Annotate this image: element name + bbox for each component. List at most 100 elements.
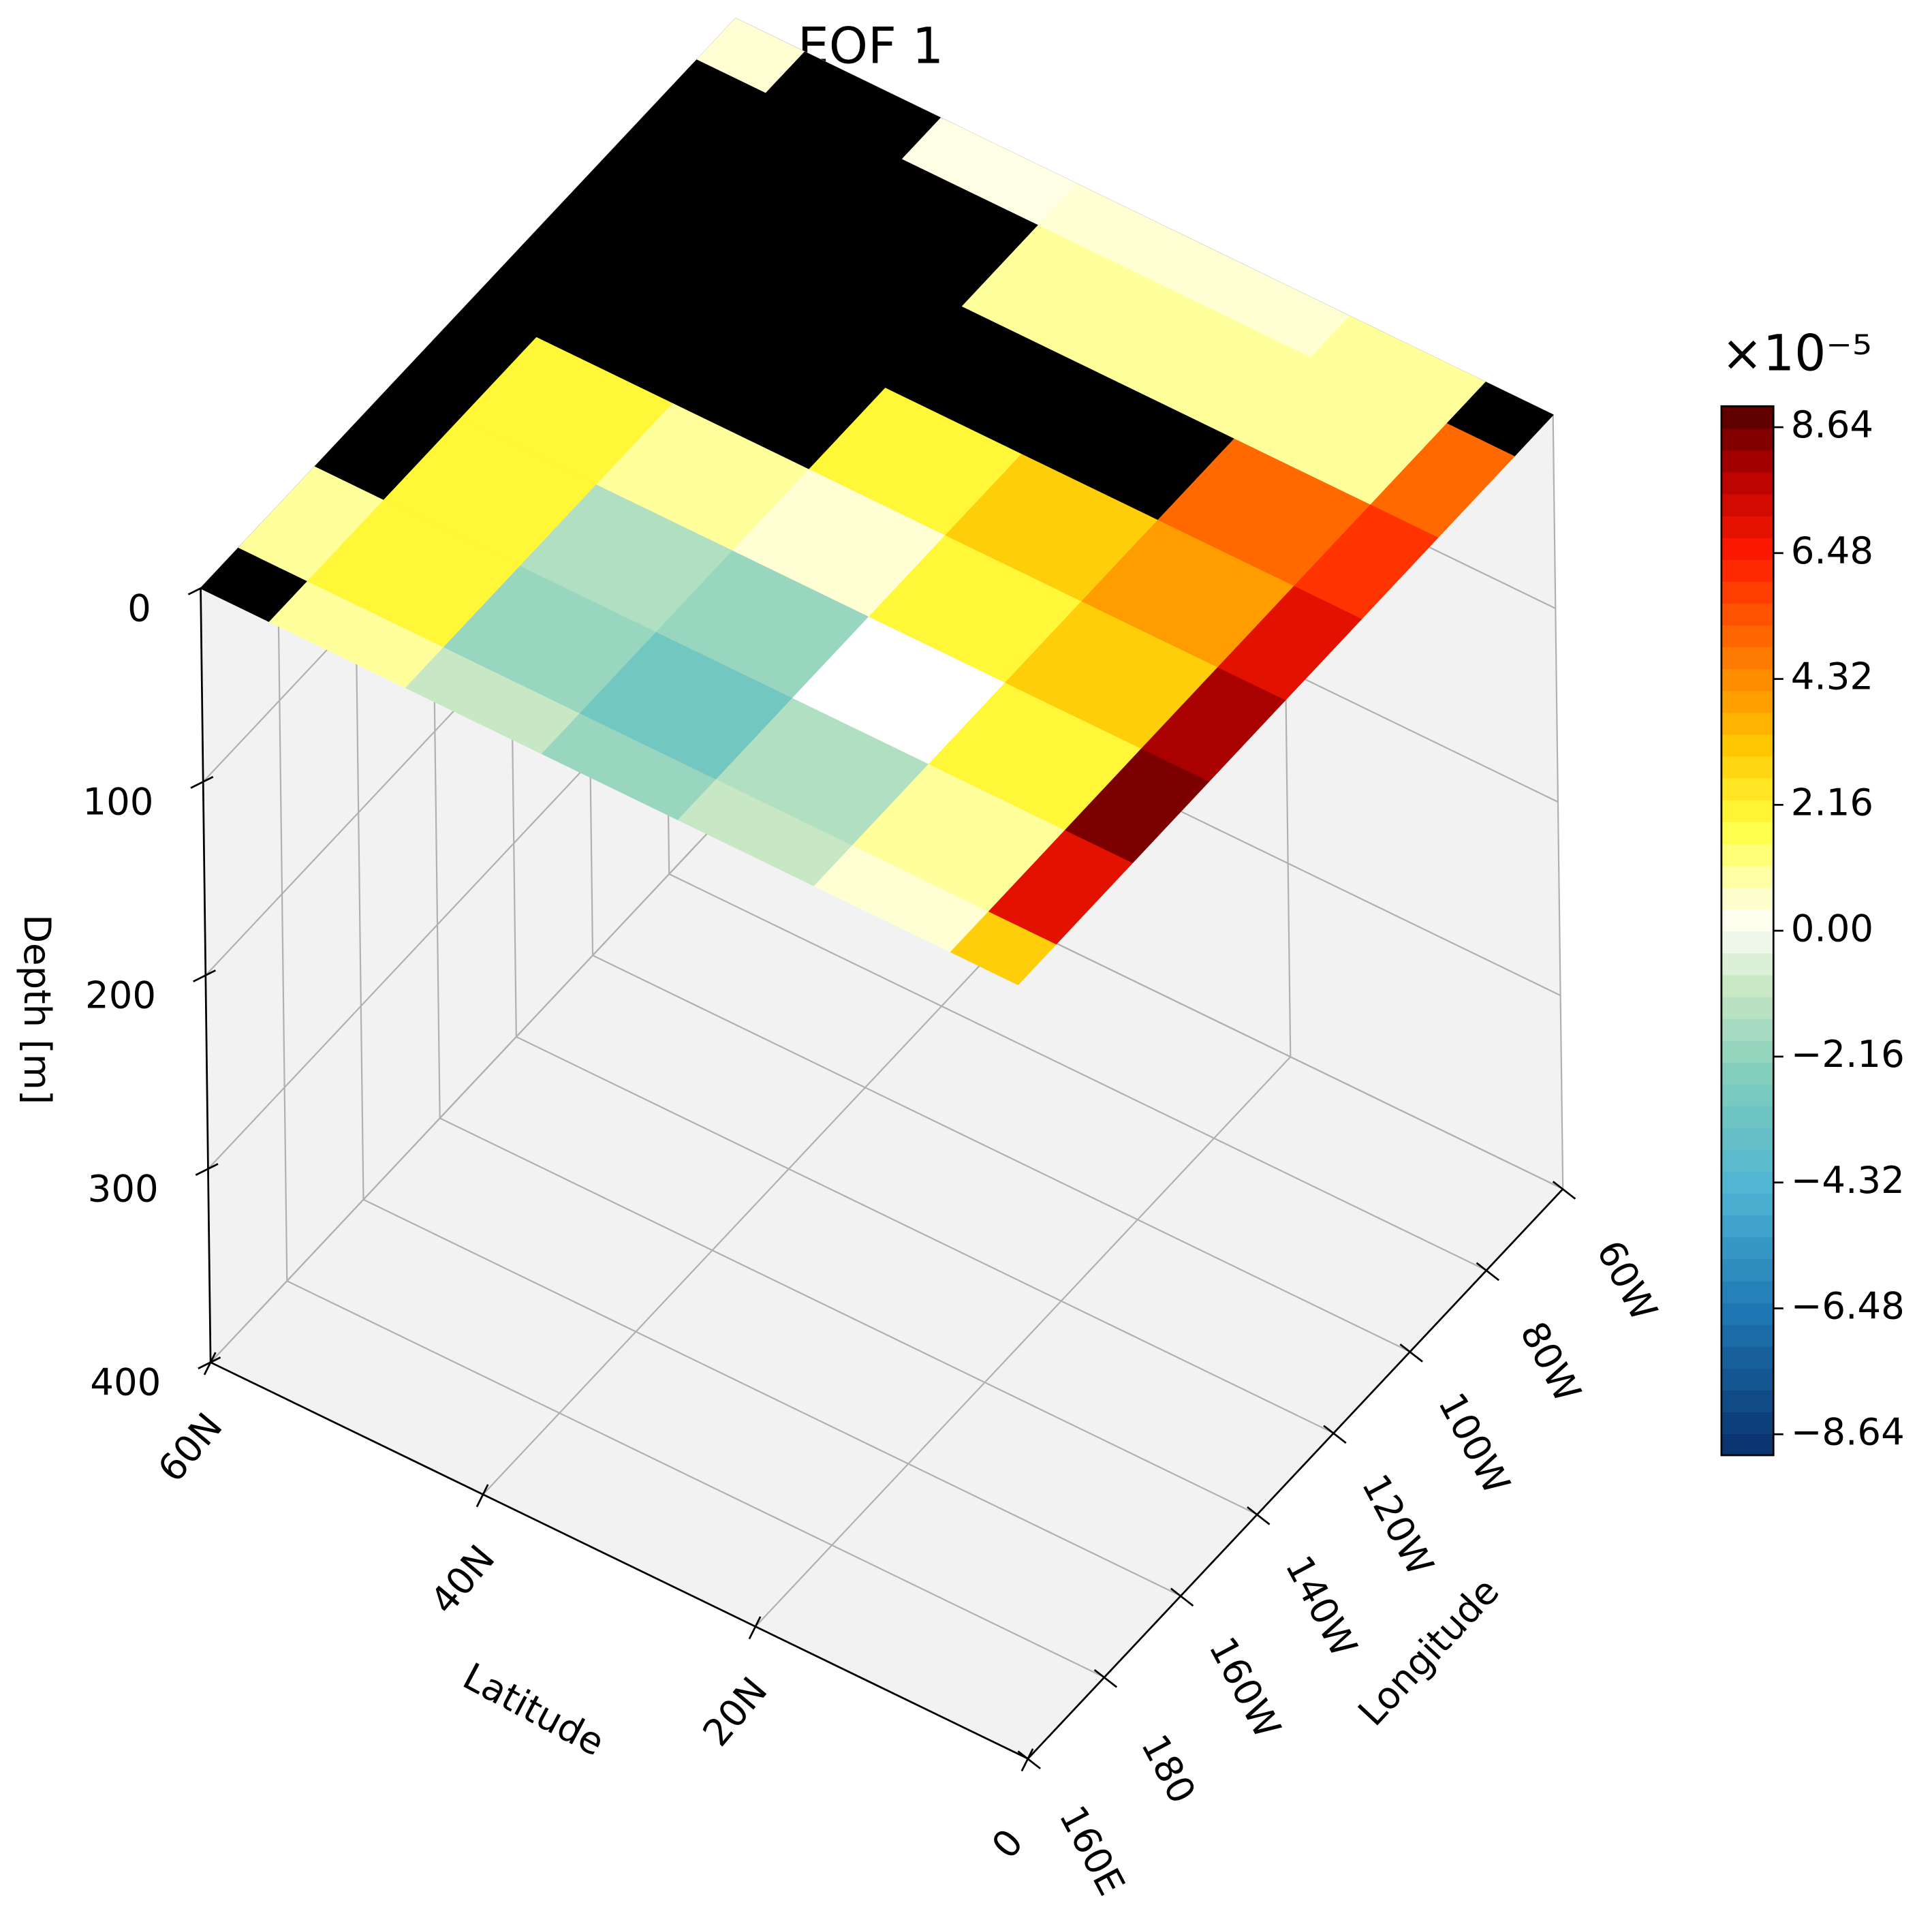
colorbar-band — [1721, 428, 1774, 451]
colorbar-band — [1721, 1018, 1774, 1041]
colorbar-band — [1721, 1083, 1774, 1106]
colorbar-tick-label: 8.64 — [1791, 403, 1873, 446]
colorbar-band — [1721, 1171, 1774, 1194]
tick-mark — [1093, 1668, 1118, 1688]
lon-tick-label: 100W — [1430, 1386, 1519, 1502]
lon-tick-label: 180 — [1133, 1727, 1204, 1810]
colorbar-band — [1721, 1389, 1774, 1412]
colorbar-band — [1721, 1367, 1774, 1390]
colorbar-band — [1721, 450, 1774, 473]
colorbar-band — [1721, 668, 1774, 692]
colorbar-band — [1721, 690, 1774, 713]
tick-mark — [190, 776, 214, 789]
grid-line — [362, 1198, 1181, 1597]
colorbar-band — [1721, 909, 1774, 932]
grid-line — [592, 954, 1411, 1353]
lat-tick-label: 60N — [149, 1405, 231, 1491]
colorbar-band — [1721, 843, 1774, 866]
colorbar-band — [1721, 1411, 1774, 1435]
lat-tick-label: 20N — [694, 1668, 776, 1754]
tick-mark — [476, 1484, 489, 1508]
colorbar-tick-label: 6.48 — [1791, 529, 1873, 572]
lon-tick-label: 160E — [1050, 1799, 1134, 1902]
colorbar-band — [1721, 1105, 1774, 1128]
colorbar-tick-label: −2.16 — [1791, 1032, 1905, 1076]
tick-mark — [193, 969, 216, 982]
tick-mark — [1476, 1262, 1500, 1281]
grid-line — [210, 792, 747, 1363]
colorbar-band — [1721, 777, 1774, 801]
lon-tick-label: 160W — [1200, 1630, 1290, 1745]
colorbar-tick-label: −6.48 — [1791, 1284, 1905, 1328]
colorbar-band — [1721, 493, 1774, 516]
colorbar-band — [1721, 1237, 1774, 1260]
colorbar-tick-label: 2.16 — [1791, 780, 1873, 824]
axis-line — [1027, 1188, 1564, 1760]
colorbar-band — [1721, 865, 1774, 888]
grid-line — [482, 924, 1019, 1495]
colorbar-band — [1721, 515, 1774, 538]
colorbar-band — [1721, 996, 1774, 1019]
colorbar-band — [1721, 1346, 1774, 1369]
tick-mark — [1020, 1748, 1034, 1772]
tick-mark — [203, 1352, 217, 1376]
grid-line — [439, 1117, 1258, 1515]
colorbar-band — [1721, 647, 1774, 670]
tick-mark — [187, 582, 211, 595]
tick-mark — [1247, 1506, 1271, 1525]
colorbar-band — [1721, 406, 1774, 429]
colorbar-band — [1721, 931, 1774, 954]
colorbar-band — [1721, 1324, 1774, 1347]
lon-tick-label: 120W — [1354, 1467, 1443, 1583]
colorbar-band — [1721, 756, 1774, 779]
grid-line — [668, 873, 1487, 1271]
colorbar-band — [1721, 712, 1774, 735]
colorbar-tick-label: 4.32 — [1791, 655, 1873, 698]
colorbar-band — [1721, 1215, 1774, 1238]
grid-line — [286, 1280, 1105, 1678]
colorbar-band — [1721, 886, 1774, 910]
colorbar-band — [1721, 1193, 1774, 1216]
colorbar-band — [1721, 952, 1774, 976]
tick-mark — [748, 1616, 762, 1640]
grid-line — [516, 1036, 1335, 1434]
colorbar-band — [1721, 799, 1774, 822]
colorbar-band — [1721, 602, 1774, 626]
colorbar-band — [1721, 471, 1774, 495]
y-axis-label: Longitude — [1350, 1569, 1508, 1734]
lon-tick-label: 80W — [1512, 1315, 1589, 1410]
z-tick-label: 300 — [88, 1166, 159, 1210]
z-tick-label: 400 — [90, 1361, 161, 1404]
surface-cell — [696, 18, 805, 93]
colorbar-band — [1721, 1258, 1774, 1281]
z-axis-label: Depth [m] — [16, 914, 59, 1104]
tick-mark — [1017, 1750, 1041, 1770]
colorbar-offset: ×10⁻⁵ — [1721, 326, 1872, 383]
colorbar-band — [1721, 1040, 1774, 1063]
z-tick-label: 100 — [82, 779, 153, 823]
grid-line — [755, 1056, 1292, 1628]
colorbar-tick-label: −4.32 — [1791, 1158, 1905, 1202]
x-axis-label: Latitude — [456, 1654, 611, 1765]
colorbar-band — [1721, 559, 1774, 582]
colorbar-band — [1721, 1280, 1774, 1303]
axis-line — [210, 1361, 1029, 1760]
colorbar-tick-label: −8.64 — [1791, 1410, 1905, 1453]
colorbar-band — [1721, 1061, 1774, 1085]
z-tick-label: 200 — [85, 973, 156, 1016]
tick-mark — [1170, 1587, 1194, 1607]
colorbar-band — [1721, 1433, 1774, 1457]
colorbar-band — [1721, 734, 1774, 757]
colorbar-band — [1721, 625, 1774, 648]
colorbar-band — [1721, 1302, 1774, 1325]
lon-tick-label: 60W — [1588, 1233, 1666, 1328]
colorbar-band — [1721, 1149, 1774, 1172]
colorbar-band — [1721, 821, 1774, 844]
lat-tick-label: 0 — [983, 1820, 1031, 1867]
z-tick-label: 0 — [127, 586, 151, 630]
tick-mark — [1552, 1181, 1576, 1200]
colorbar-band — [1721, 537, 1774, 560]
tick-mark — [1323, 1425, 1347, 1444]
